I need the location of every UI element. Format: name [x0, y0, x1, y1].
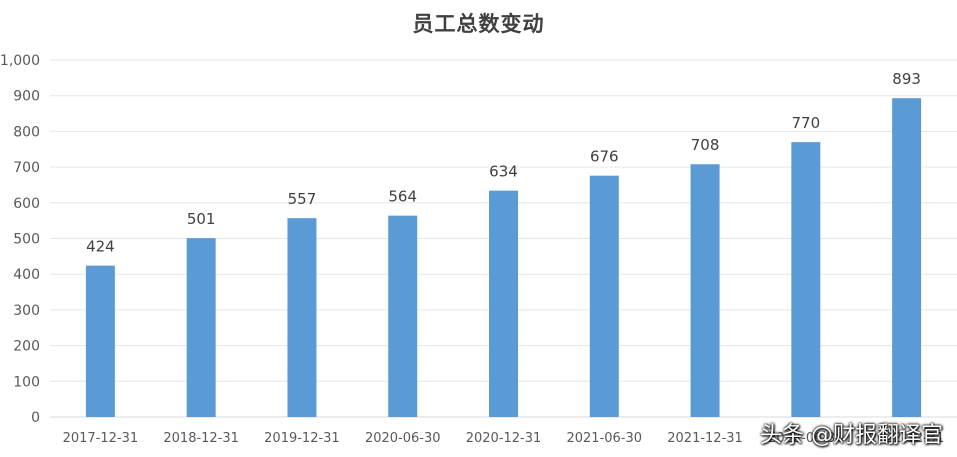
data-label: 424	[86, 238, 115, 256]
bar	[690, 164, 720, 417]
chart-title: 员工总数变动	[412, 11, 545, 36]
x-tick-label: 2017-12-31	[63, 431, 139, 446]
y-tick-label: 800	[13, 124, 40, 140]
data-label: 770	[792, 114, 821, 132]
y-tick-label: 200	[13, 339, 40, 355]
data-label: 676	[590, 148, 619, 166]
x-tick-label: 2020-12-31	[466, 431, 542, 446]
y-tick-label: 300	[13, 303, 40, 319]
bar	[186, 238, 216, 417]
bar	[589, 175, 619, 417]
x-tick-label: 2021-06-30	[566, 431, 642, 446]
data-label: 634	[489, 163, 518, 181]
x-tick-label: 2019-12-31	[264, 431, 340, 446]
data-label: 893	[892, 70, 921, 88]
bar	[388, 215, 418, 417]
y-tick-label: 400	[13, 267, 40, 283]
y-tick-label: 0	[31, 410, 40, 426]
bar	[85, 265, 115, 417]
y-tick-label: 500	[13, 232, 40, 248]
y-tick-label: 1,000	[0, 53, 40, 69]
x-tick-label: 2022-06-30	[768, 431, 844, 446]
x-tick-label: 2021-12-31	[667, 431, 743, 446]
bar	[791, 142, 821, 418]
y-tick-label: 600	[13, 196, 40, 212]
y-tick-label: 900	[13, 89, 40, 105]
data-label: 501	[187, 210, 216, 228]
bar	[287, 218, 317, 417]
x-tick-label: 2020-06-30	[365, 431, 441, 446]
y-tick-label: 100	[13, 374, 40, 390]
x-tick-label: 2018-12-31	[163, 431, 239, 446]
x-tick-label: 2022-12-31	[869, 431, 945, 446]
watermark-text: 头条 @财报翻译官	[760, 423, 943, 448]
data-label: 557	[288, 190, 317, 208]
bar	[892, 98, 922, 417]
y-tick-label: 700	[13, 160, 40, 176]
data-label: 708	[691, 136, 720, 154]
data-label: 564	[388, 188, 417, 206]
bar	[489, 190, 518, 417]
